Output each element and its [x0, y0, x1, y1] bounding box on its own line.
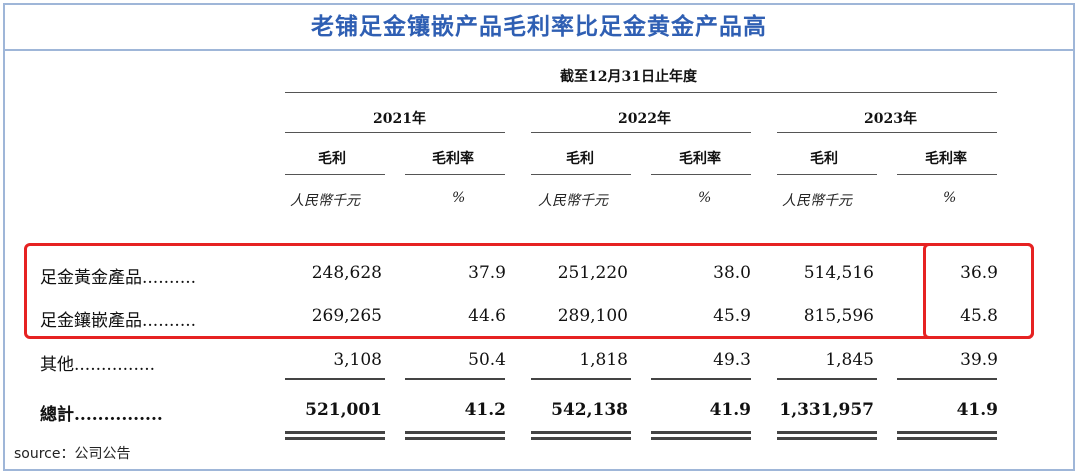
subtotal-rule: [405, 378, 505, 380]
cell-margin-2021: 50.4: [468, 350, 506, 370]
total-margin-2022: 41.9: [709, 400, 751, 420]
total-double-rule: [651, 437, 751, 440]
total-double-rule: [531, 431, 631, 434]
total-double-rule: [897, 431, 997, 434]
year-rule-2021: [285, 132, 505, 133]
unit-pct-2023: %: [943, 190, 957, 206]
col-gross-profit-2021: 毛利: [318, 151, 346, 167]
total-label: 總計...............: [40, 405, 163, 425]
cell-margin-2023: 39.9: [960, 350, 998, 370]
cell-margin-2021: 37.9: [468, 263, 506, 283]
cell-margin-2022: 45.9: [713, 306, 751, 326]
cell-margin-2021: 44.6: [468, 306, 506, 326]
col-gross-profit-2023: 毛利: [810, 151, 838, 167]
cell-margin-2022: 49.3: [713, 350, 751, 370]
col-rule: [531, 174, 631, 175]
cell-margin-2023: 45.8: [960, 306, 998, 326]
col-rule: [405, 174, 505, 175]
total-gp-2022: 542,138: [551, 400, 628, 420]
cell-margin-2023: 36.9: [960, 263, 998, 283]
row-label: 足金黃金產品..........: [40, 268, 197, 288]
total-margin-2023: 41.9: [956, 400, 998, 420]
cell-gp-2021: 3,108: [333, 350, 382, 370]
total-margin-2021: 41.2: [464, 400, 506, 420]
subtotal-rule: [651, 378, 751, 380]
unit-rmb-2021: 人民幣千元: [290, 193, 360, 209]
cell-gp-2022: 289,100: [557, 306, 628, 326]
cell-gp-2023: 815,596: [803, 306, 874, 326]
panel-frame: [3, 3, 1075, 471]
year-2022: 2022年: [618, 111, 671, 127]
cell-gp-2021: 248,628: [311, 263, 382, 283]
total-double-rule: [777, 431, 877, 434]
col-margin-2021: 毛利率: [432, 151, 474, 167]
total-double-rule: [651, 431, 751, 434]
unit-pct-2022: %: [698, 190, 712, 206]
row-label: 其他...............: [40, 355, 156, 375]
total-double-rule: [285, 431, 385, 434]
col-rule: [777, 174, 877, 175]
highlight-box-2023-margin: [923, 243, 1034, 339]
col-margin-2022: 毛利率: [679, 151, 721, 167]
year-rule-2022: [531, 132, 751, 133]
subtotal-rule: [285, 378, 385, 380]
col-rule: [897, 174, 997, 175]
source-note: source：公司公告: [14, 446, 131, 462]
cell-gp-2021: 269,265: [311, 306, 382, 326]
period-header: 截至12月31日止年度: [560, 69, 697, 85]
period-rule: [285, 92, 997, 93]
cell-gp-2022: 1,818: [579, 350, 628, 370]
unit-rmb-2022: 人民幣千元: [538, 193, 608, 209]
unit-pct-2021: %: [452, 190, 466, 206]
col-rule: [285, 174, 385, 175]
total-gp-2023: 1,331,957: [779, 400, 874, 420]
cell-margin-2022: 38.0: [713, 263, 751, 283]
total-double-rule: [285, 437, 385, 440]
col-rule: [651, 174, 751, 175]
total-gp-2021: 521,001: [305, 400, 382, 420]
year-2021: 2021年: [373, 111, 426, 127]
year-rule-2023: [777, 132, 997, 133]
subtotal-rule: [897, 378, 997, 380]
title-bar: 老铺足金镶嵌产品毛利率比足金黄金产品高: [5, 5, 1073, 51]
cell-gp-2022: 251,220: [557, 263, 628, 283]
subtotal-rule: [531, 378, 631, 380]
col-gross-profit-2022: 毛利: [566, 151, 594, 167]
cell-gp-2023: 1,845: [825, 350, 874, 370]
col-margin-2023: 毛利率: [925, 151, 967, 167]
total-double-rule: [531, 437, 631, 440]
total-double-rule: [405, 437, 505, 440]
total-double-rule: [777, 437, 877, 440]
subtotal-rule: [777, 378, 877, 380]
cell-gp-2023: 514,516: [803, 263, 874, 283]
unit-rmb-2023: 人民幣千元: [782, 193, 852, 209]
total-double-rule: [405, 431, 505, 434]
highlight-box-rows: [24, 243, 1034, 339]
year-2023: 2023年: [864, 111, 917, 127]
row-label: 足金鑲嵌產品..........: [40, 311, 197, 331]
total-double-rule: [897, 437, 997, 440]
page-title: 老铺足金镶嵌产品毛利率比足金黄金产品高: [311, 14, 767, 40]
